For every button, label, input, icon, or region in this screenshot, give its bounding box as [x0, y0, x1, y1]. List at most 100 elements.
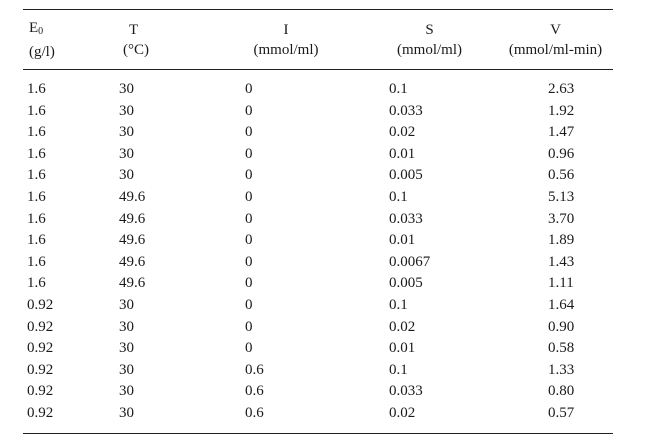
cell-t: 30: [119, 340, 134, 357]
cell-t: 30: [119, 296, 134, 313]
cell-i: 0: [245, 124, 253, 141]
header-s-symbol: S: [425, 21, 434, 38]
cell-t: 49.6: [119, 275, 146, 292]
cell-t: 49.6: [119, 253, 146, 270]
cell-i: 0: [245, 81, 253, 97]
cell-s: 0.1: [389, 296, 408, 313]
cell-e0: 1.6: [27, 167, 46, 184]
cell-v: 3.70: [548, 210, 575, 227]
header-s: S (mmol/ml): [361, 10, 498, 69]
table-row: 1.6 30 0 0.1 2.63: [23, 79, 613, 101]
cell-e0: 0.92: [27, 361, 54, 378]
table-row: 0.92 30 0 0.02 0.90: [23, 317, 613, 339]
cell-i: 0.6: [245, 361, 264, 378]
header-e0: E0 (g/l): [23, 10, 113, 69]
cell-s: 0.1: [389, 188, 408, 205]
cell-e0: 1.6: [27, 210, 46, 227]
header-rule: [23, 69, 613, 70]
cell-s: 0.033: [389, 210, 423, 227]
bottom-rule: [23, 433, 613, 434]
cell-v: 5.13: [548, 188, 575, 205]
cell-i: 0: [245, 145, 253, 162]
cell-e0: 1.6: [27, 188, 46, 205]
cell-i: 0: [245, 167, 253, 184]
cell-i: 0.6: [245, 404, 264, 421]
header-v: V (mmol/ml-min): [498, 10, 613, 69]
cell-t: 30: [119, 383, 134, 400]
cell-v: 0.57: [548, 404, 575, 421]
cell-s: 0.005: [389, 275, 423, 292]
table-row: 1.6 49.6 0 0.01 1.89: [23, 230, 613, 252]
cell-e0: 1.6: [27, 232, 46, 249]
cell-t: 30: [119, 361, 134, 378]
cell-t: 49.6: [119, 188, 146, 205]
cell-t: 49.6: [119, 210, 146, 227]
cell-s: 0.005: [389, 167, 423, 184]
cell-t: 30: [119, 318, 134, 335]
header-spacer: [23, 69, 613, 79]
table-row: 1.6 30 0 0.02 1.47: [23, 122, 613, 144]
table-row: 1.6 49.6 0 0.1 5.13: [23, 187, 613, 209]
cell-t: 30: [119, 167, 134, 184]
cell-v: 2.63: [548, 81, 575, 97]
header-i-unit: (mmol/ml): [253, 41, 319, 58]
cell-t: 30: [119, 145, 134, 162]
cell-s: 0.02: [389, 318, 416, 335]
table-row: 0.92 30 0 0.01 0.58: [23, 338, 613, 360]
cell-s: 0.02: [389, 404, 416, 421]
cell-t: 30: [119, 404, 134, 421]
table-body: 1.6 30 0 0.1 2.63 1.6 30 0 0.033 1.92 1.6 30 0 0.02 1.…: [23, 69, 613, 425]
cell-e0: 0.92: [27, 296, 54, 313]
cell-e0: 1.6: [27, 275, 46, 292]
cell-v: 0.56: [548, 167, 575, 184]
cell-e0: 1.6: [27, 81, 46, 97]
table-row: 1.6 30 0 0.01 0.96: [23, 144, 613, 166]
table-row: 1.6 30 0 0.005 0.56: [23, 165, 613, 187]
header-row: E0 (g/l) T (°C) I (mmol/ml) S (mmol/ml) …: [23, 10, 613, 69]
cell-s: 0.1: [389, 361, 408, 378]
cell-t: 30: [119, 81, 134, 97]
cell-t: 30: [119, 124, 134, 141]
cell-i: 0: [245, 296, 253, 313]
cell-v: 1.47: [548, 124, 575, 141]
table-row: 1.6 49.6 0 0.0067 1.43: [23, 252, 613, 274]
table-row: 0.92 30 0 0.1 1.64: [23, 295, 613, 317]
table-row: 0.92 30 0.6 0.033 0.80: [23, 381, 613, 403]
top-rule: [23, 9, 613, 10]
cell-s: 0.033: [389, 383, 423, 400]
header-e0-unit: (g/l): [29, 43, 55, 60]
cell-v: 1.11: [548, 275, 574, 292]
header-s-unit: (mmol/ml): [397, 41, 462, 58]
cell-i: 0: [245, 232, 253, 249]
cell-v: 0.90: [548, 318, 575, 335]
cell-e0: 1.6: [27, 145, 46, 162]
header-t-unit: (°C): [123, 41, 149, 58]
table-row: 1.6 49.6 0 0.033 3.70: [23, 209, 613, 231]
cell-t: 30: [119, 102, 134, 119]
data-table: E0 (g/l) T (°C) I (mmol/ml) S (mmol/ml) …: [23, 10, 613, 425]
cell-e0: 0.92: [27, 318, 54, 335]
cell-i: 0: [245, 188, 253, 205]
cell-e0: 1.6: [27, 124, 46, 141]
header-t: T (°C): [113, 10, 211, 69]
cell-i: 0: [245, 253, 253, 270]
cell-s: 0.1: [389, 81, 408, 97]
cell-e0: 0.92: [27, 404, 54, 421]
cell-i: 0: [245, 210, 253, 227]
cell-v: 1.64: [548, 296, 575, 313]
header-i: I (mmol/ml): [211, 10, 361, 69]
cell-v: 1.89: [548, 232, 575, 249]
table-row: 1.6 49.6 0 0.005 1.11: [23, 273, 613, 295]
cell-s: 0.01: [389, 340, 416, 357]
cell-v: 0.80: [548, 383, 575, 400]
cell-v: 0.58: [548, 340, 575, 357]
cell-s: 0.02: [389, 124, 416, 141]
cell-s: 0.033: [389, 102, 423, 119]
table-row: 0.92 30 0.6 0.02 0.57: [23, 403, 613, 425]
cell-v: 1.43: [548, 253, 575, 270]
cell-e0: 0.92: [27, 383, 54, 400]
header-t-symbol: T: [129, 21, 139, 38]
cell-i: 0: [245, 275, 253, 292]
table-header: E0 (g/l) T (°C) I (mmol/ml) S (mmol/ml) …: [23, 10, 613, 69]
